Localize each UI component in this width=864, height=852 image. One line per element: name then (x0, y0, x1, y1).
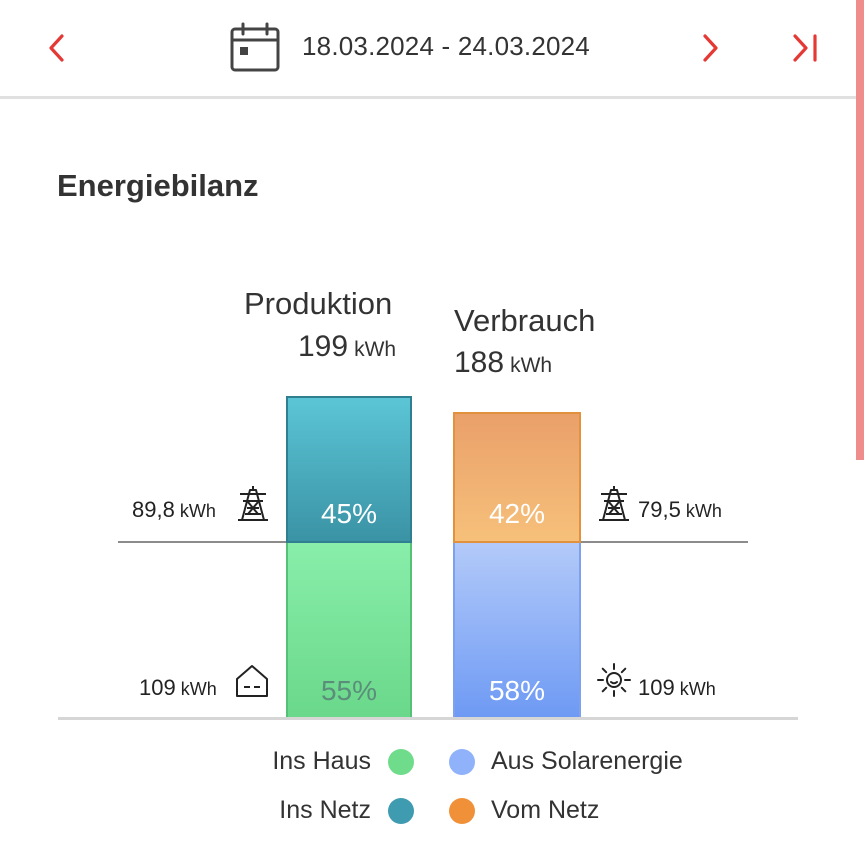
production-total-value: 199 (298, 330, 349, 363)
chart-baseline (58, 717, 798, 720)
skip-to-end-icon (793, 34, 817, 62)
legend-ins-netz-label: Ins Netz (279, 796, 371, 824)
production-grid-unit: kWh (179, 501, 216, 521)
production-title: Produktion (244, 286, 393, 321)
consumption-total: 188 kWh (454, 346, 552, 380)
production-grid-number: 89,8 (132, 497, 175, 522)
production-total: 199 kWh (298, 330, 396, 364)
legend-aus-solar-dot (449, 749, 475, 775)
production-house-value: 109 kWh (139, 675, 217, 701)
last-period-button[interactable] (786, 28, 826, 68)
next-period-button[interactable] (693, 28, 729, 68)
consumption-grid-value: 79,5 kWh (638, 497, 722, 523)
production-total-unit: kWh (354, 338, 397, 361)
chevron-right-icon (703, 34, 718, 62)
production-house-segment: 55% (286, 543, 412, 719)
consumption-solar-pct: 58% (488, 675, 546, 706)
consumption-total-value: 188 (454, 346, 505, 379)
production-grid-pct: 45% (320, 498, 378, 529)
date-navigation-header: 18.03.2024 - 24.03.2024 (0, 0, 864, 98)
power-pylon-icon (599, 486, 629, 521)
grid-divider-left (118, 541, 286, 543)
legend-ins-netz-dot (388, 798, 414, 824)
legend-ins-haus-dot (388, 749, 414, 775)
calendar-button[interactable] (228, 20, 282, 74)
legend-vom-netz-dot (449, 798, 475, 824)
consumption-solar-unit: kWh (679, 679, 716, 699)
consumption-solar-number: 109 (638, 675, 675, 700)
consumption-solar-value: 109 kWh (638, 675, 716, 701)
grid-divider-right (581, 541, 748, 543)
previous-period-button[interactable] (38, 28, 74, 68)
house-icon (236, 665, 268, 697)
production-house-pct: 55% (320, 675, 378, 706)
production-grid-value: 89,8 kWh (132, 497, 216, 523)
production-house-unit: kWh (180, 679, 217, 699)
power-pylon-icon (238, 486, 268, 521)
section-title: Energiebilanz (57, 168, 259, 203)
production-grid-segment: 45% (286, 396, 412, 543)
consumption-grid-segment: 42% (453, 412, 581, 543)
legend-aus-solar-label: Aus Solarenergie (491, 747, 683, 775)
header-divider (0, 96, 864, 99)
legend-vom-netz-label: Vom Netz (491, 796, 600, 824)
calendar-icon (230, 22, 280, 72)
consumption-grid-number: 79,5 (638, 497, 681, 522)
consumption-grid-pct: 42% (488, 498, 546, 529)
consumption-title: Verbrauch (454, 303, 596, 338)
sun-icon (597, 663, 631, 697)
production-house-number: 109 (139, 675, 176, 700)
date-range-label[interactable]: 18.03.2024 - 24.03.2024 (302, 31, 590, 61)
consumption-grid-unit: kWh (685, 501, 722, 521)
scrollbar[interactable] (856, 0, 864, 460)
consumption-total-unit: kWh (510, 354, 553, 377)
chevron-left-icon (49, 34, 64, 62)
consumption-solar-segment: 58% (453, 543, 581, 719)
legend-ins-haus-label: Ins Haus (272, 747, 371, 775)
